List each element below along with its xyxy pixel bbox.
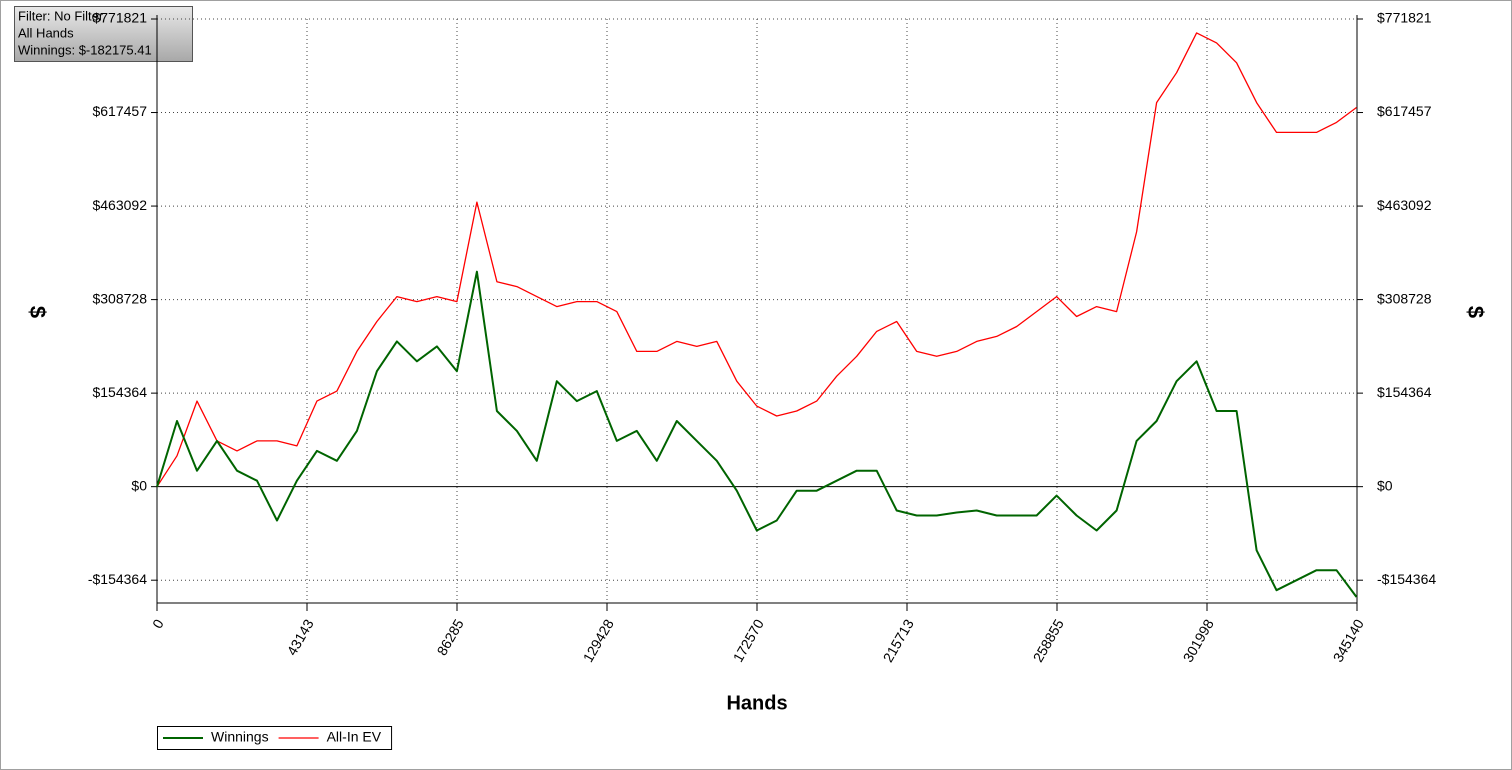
y2-tick-label: $154364	[1377, 384, 1432, 400]
y2-tick-label: $617457	[1377, 103, 1432, 119]
y2-tick-label: $771821	[1377, 10, 1432, 26]
y2-tick-label: $308728	[1377, 290, 1432, 306]
x-axis-title: Hands	[726, 692, 787, 714]
y2-tick-label: $0	[1377, 477, 1393, 493]
info-text: Winnings: $-182175.41	[18, 42, 152, 57]
legend-box	[157, 726, 393, 750]
series-line	[156, 270, 1358, 598]
info-text: All Hands	[18, 25, 74, 40]
y2-tick-label: -$154364	[1377, 571, 1436, 587]
y-axis-title: $	[25, 306, 50, 318]
y-tick-label: -$154364	[88, 571, 147, 587]
y2-tick-label: $463092	[1377, 197, 1432, 213]
info-group: Filter: No Filter All Hands Winnings: $-…	[18, 8, 152, 57]
y-tick-label: $154364	[92, 384, 147, 400]
y2-axis-title: $	[1463, 306, 1488, 318]
info-text: Filter: No Filter	[18, 8, 104, 23]
series-line	[156, 32, 1357, 488]
y-tick-label: $463092	[92, 197, 147, 213]
y-tick-label: $0	[131, 477, 147, 493]
y-tick-label: $308728	[92, 290, 147, 306]
legend-label: All-In EV	[327, 729, 382, 745]
legend: Winnings All-In EV	[157, 726, 393, 750]
y-tick-label: $617457	[92, 103, 147, 119]
y-tick-label: $771821	[92, 10, 147, 26]
legend-label: Winnings	[211, 729, 269, 745]
info-box	[14, 6, 193, 62]
